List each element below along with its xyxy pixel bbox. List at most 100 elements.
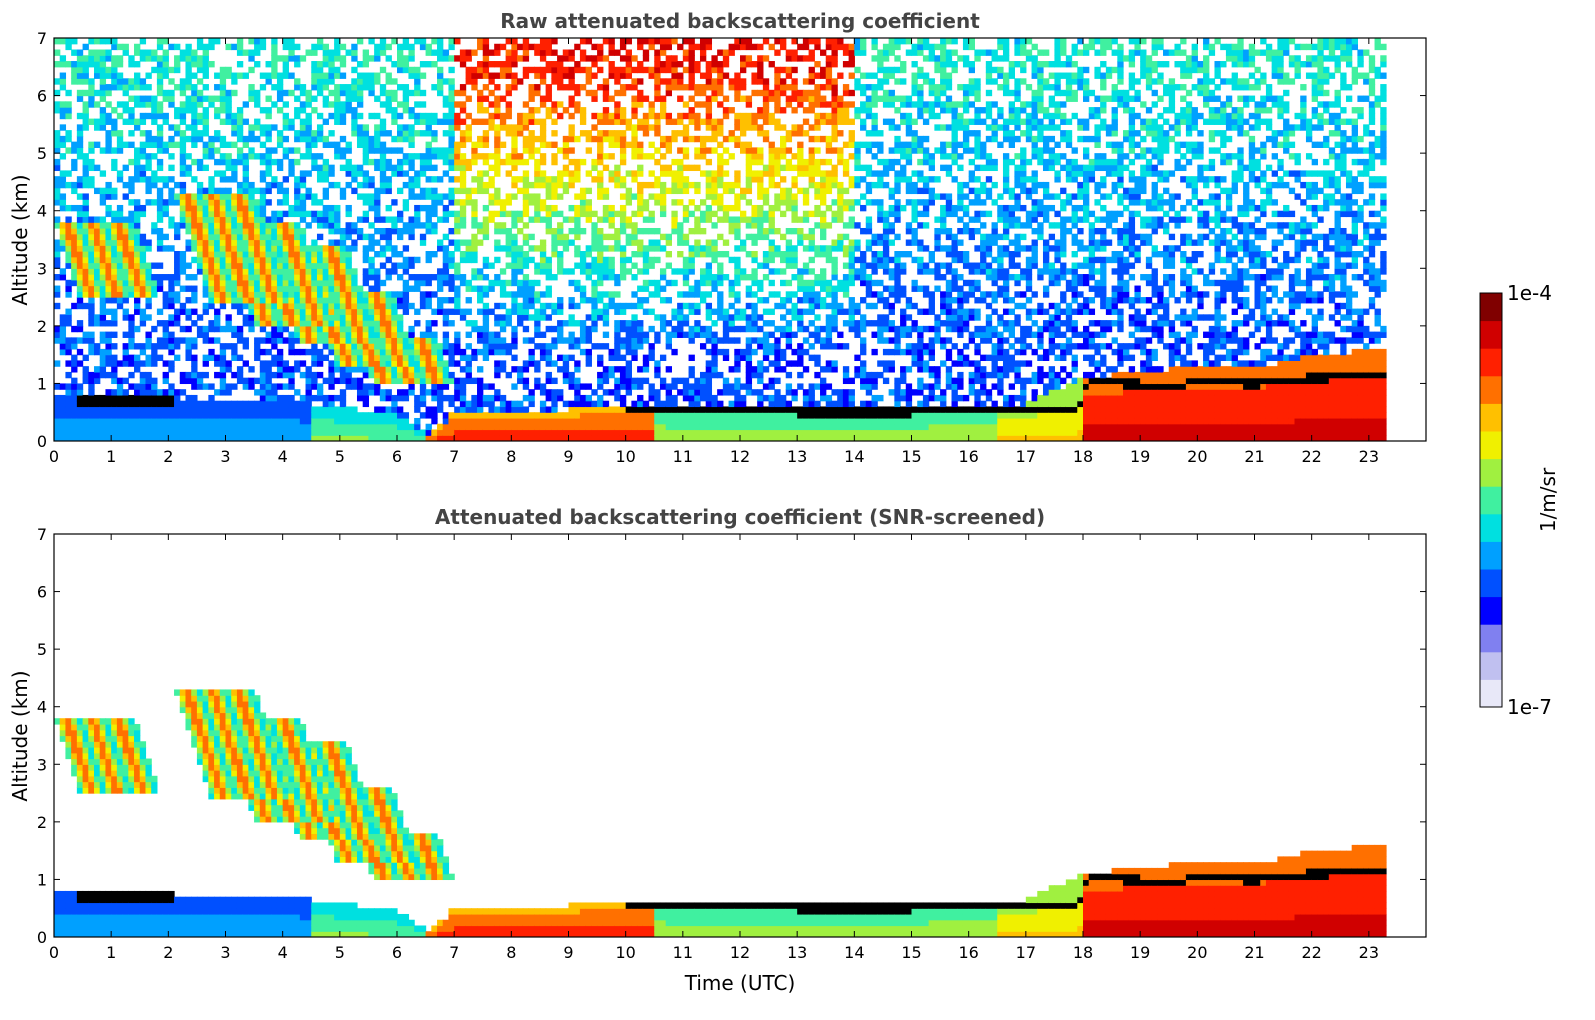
heatmap-cell [208,256,215,264]
heatmap-cell [316,348,324,356]
heatmap-cell [248,147,255,154]
heatmap-cell [402,61,410,68]
heatmap-cell [168,164,175,172]
heatmap-cell [437,348,444,356]
heatmap-cell [619,130,627,137]
heatmap-cell [65,394,72,402]
heatmap-cell [111,239,118,246]
heatmap-cell [402,366,410,373]
heatmap-cell [454,383,461,390]
heatmap-cell [625,193,632,200]
heatmap-cell [99,89,107,97]
heatmap-cell [539,43,547,51]
heatmap-cell [288,297,295,304]
heatmap-cell [202,72,209,79]
heatmap-cell [236,423,244,431]
heatmap-cell [459,423,467,431]
heatmap-cell [528,181,535,189]
heatmap-cell [619,55,627,62]
heatmap-cell [105,204,112,212]
heatmap-cell [242,222,249,229]
heatmap-cell [677,130,684,137]
heatmap-cell [282,262,289,269]
heatmap-cell [385,325,392,333]
heatmap-cell [448,423,455,431]
heatmap-cell [231,164,238,172]
heatmap-cell [671,227,678,235]
heatmap-cell [477,435,484,441]
heatmap-cell [391,360,398,367]
heatmap-cell [614,101,621,108]
heatmap-cell [374,320,381,327]
heatmap-cell [522,274,530,281]
heatmap-cell [322,320,329,327]
heatmap-cell [442,366,450,373]
heatmap-cell [408,153,415,160]
heatmap-cell [579,348,587,356]
heatmap-cell [151,101,158,108]
heatmap-cell [425,43,432,51]
heatmap-cell [402,153,410,160]
heatmap-cell [677,158,684,166]
heatmap-cell [111,406,118,413]
heatmap-cell [294,193,301,200]
heatmap-cell [139,239,147,246]
heatmap-cell [362,181,370,189]
heatmap-cell [654,360,661,367]
heatmap-cell [54,274,61,281]
heatmap-cell [431,435,438,441]
heatmap-cell [54,199,61,206]
heatmap-cell [116,279,124,287]
heatmap-cell [276,383,284,390]
heatmap-cell [65,107,72,114]
heatmap-cell [591,279,598,287]
heatmap-cell [299,239,307,246]
heatmap-cell [105,49,112,56]
heatmap-cell [191,308,198,315]
heatmap-cell [522,325,530,333]
heatmap-cell [654,429,661,436]
heatmap-cell [82,233,89,241]
heatmap-cell [156,158,164,166]
heatmap-cell [528,394,535,402]
heatmap-cell [408,187,415,195]
heatmap-cell [151,389,158,396]
heatmap-cell [105,112,112,120]
heatmap-cell [219,251,227,258]
heatmap-cell [448,279,455,287]
heatmap-cell [368,147,375,154]
heatmap-cell [162,176,169,183]
heatmap-cell [539,38,547,45]
heatmap-cell [459,170,467,177]
heatmap-cell [82,55,89,62]
heatmap-cell [397,135,404,143]
heatmap-cell [111,429,118,436]
heatmap-cell [654,412,661,419]
heatmap-cell [688,389,695,396]
heatmap-cell [499,320,507,327]
heatmap-cell [156,337,164,344]
heatmap-cell [265,95,272,102]
heatmap-cell [431,354,438,361]
heatmap-cell [271,423,278,431]
heatmap-cell [494,170,501,177]
heatmap-cell [608,274,615,281]
heatmap-cell [168,423,175,431]
heatmap-cell [105,337,112,344]
heatmap-cell [259,435,267,441]
heatmap-cell [437,435,444,441]
heatmap-cell [454,429,461,436]
heatmap-cell [625,118,632,125]
heatmap-cell [242,199,249,206]
heatmap-cell [76,360,84,367]
heatmap-cell [334,227,341,235]
heatmap-cell [94,72,101,79]
heatmap-cell [671,66,678,74]
heatmap-cell [522,366,530,373]
heatmap-cell [339,343,347,350]
heatmap-cell [545,187,552,195]
heatmap-cell [659,354,667,361]
heatmap-cell [408,331,415,338]
heatmap-cell [534,199,541,206]
heatmap-cell [225,274,232,281]
